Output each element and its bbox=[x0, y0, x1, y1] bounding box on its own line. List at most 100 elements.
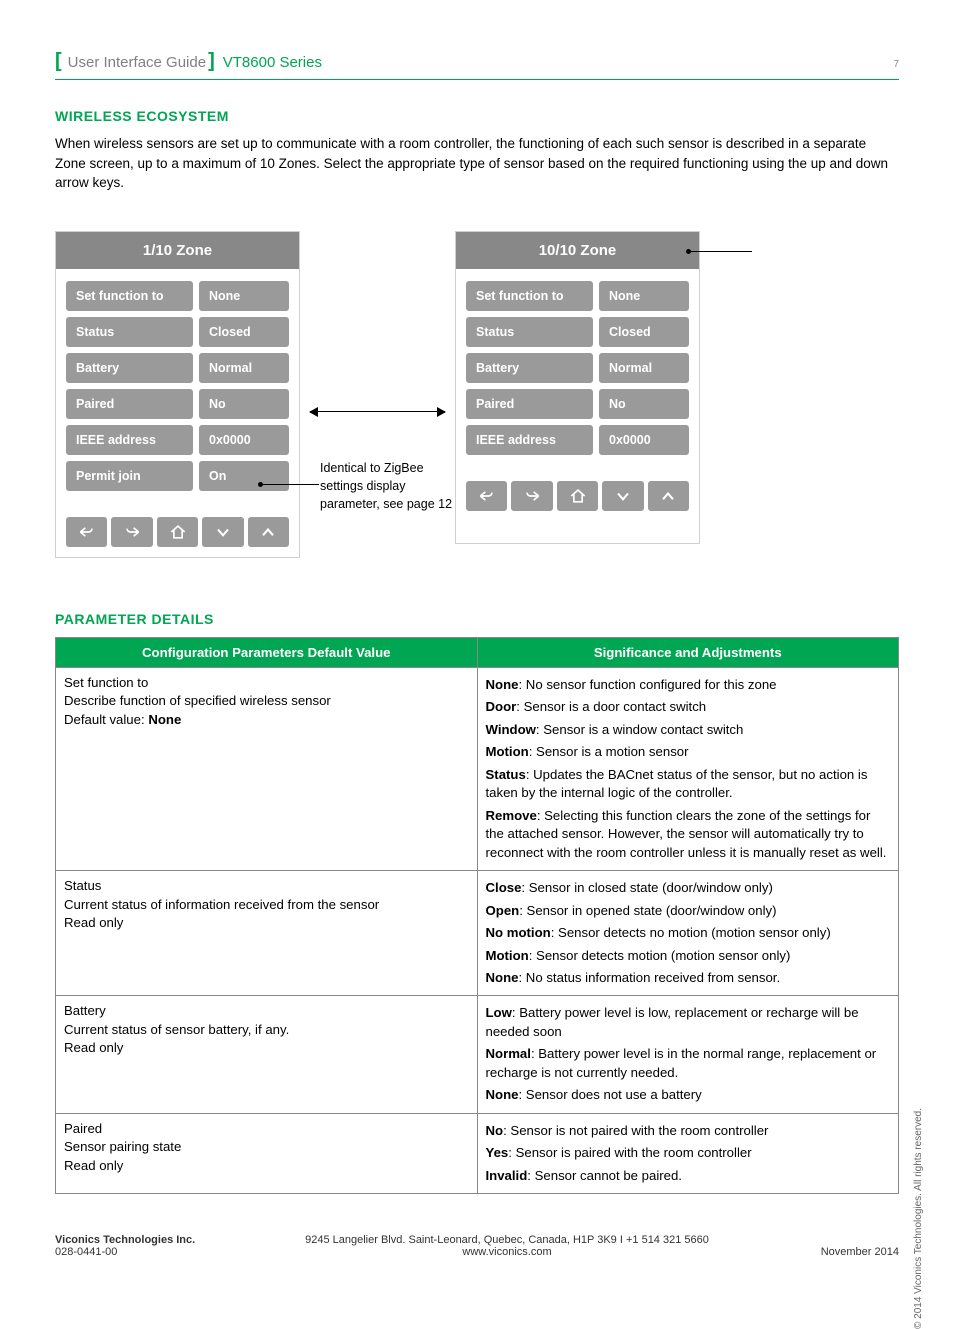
callout-line bbox=[263, 484, 319, 485]
zone-row-label: Status bbox=[466, 317, 593, 347]
param-title: Paired bbox=[64, 1121, 102, 1136]
zone-row-label: Set function to bbox=[466, 281, 593, 311]
zone-row: PairedNo bbox=[66, 389, 289, 419]
opt: Yes bbox=[486, 1145, 509, 1160]
zone-row-label: Set function to bbox=[66, 281, 193, 311]
th-significance: Significance and Adjustments bbox=[477, 637, 899, 667]
opt-desc: : Sensor detects motion (motion sensor o… bbox=[529, 948, 791, 963]
parameter-table: Configuration Parameters Default Value S… bbox=[55, 637, 899, 1195]
zone-row: StatusClosed bbox=[66, 317, 289, 347]
zone-row: Set function toNone bbox=[466, 281, 689, 311]
forward-icon[interactable] bbox=[511, 481, 552, 511]
default-value: None bbox=[148, 712, 181, 727]
opt-desc: : Sensor is a window contact switch bbox=[536, 722, 743, 737]
zone-row: Set function toNone bbox=[66, 281, 289, 311]
opt-desc: : Sensor in closed state (door/window on… bbox=[521, 880, 772, 895]
opt: Door bbox=[486, 699, 517, 714]
zone-row-label: Paired bbox=[466, 389, 593, 419]
zone-1-body: Set function toNoneStatusClosedBatteryNo… bbox=[56, 269, 299, 557]
opt-desc: : Updates the BACnet status of the senso… bbox=[486, 767, 868, 800]
param-status: Status Current status of information rec… bbox=[56, 871, 478, 996]
wireless-intro-paragraph: When wireless sensors are set up to comm… bbox=[55, 134, 899, 193]
copyright-text: © 2014 Viconics Technologies. All rights… bbox=[913, 1108, 924, 1329]
opt: Motion bbox=[486, 948, 529, 963]
opt: Open bbox=[486, 903, 520, 918]
opt: Window bbox=[486, 722, 536, 737]
down-icon[interactable] bbox=[202, 517, 243, 547]
zone-10-nav bbox=[466, 481, 689, 511]
zone-row: StatusClosed bbox=[466, 317, 689, 347]
param-title: Set function to bbox=[64, 675, 148, 690]
default-label: Default value: bbox=[64, 712, 145, 727]
param-battery: Battery Current status of sensor battery… bbox=[56, 996, 478, 1113]
opt-desc: : Sensor is not paired with the room con… bbox=[503, 1123, 768, 1138]
opt-desc: : Sensor in opened state (door/window on… bbox=[519, 903, 776, 918]
footer-docnum: 028-0441-00 bbox=[55, 1246, 117, 1258]
up-icon[interactable] bbox=[648, 481, 689, 511]
zone-row-value: No bbox=[199, 389, 289, 419]
zone-card-10: 10/10 Zone Set function toNoneStatusClos… bbox=[455, 231, 700, 544]
back-icon[interactable] bbox=[66, 517, 107, 547]
page-header: [ User Interface Guide ] VT8600 Series 7 bbox=[55, 50, 899, 80]
sig-paired: No: Sensor is not paired with the room c… bbox=[477, 1113, 899, 1193]
zone-1-title: 1/10 Zone bbox=[56, 232, 299, 269]
zone-cards-row: 1/10 Zone Set function toNoneStatusClose… bbox=[55, 231, 899, 561]
sig-battery: Low: Battery power level is low, replace… bbox=[477, 996, 899, 1113]
right-callout bbox=[700, 231, 762, 271]
doc-series: VT8600 Series bbox=[223, 54, 322, 71]
zone-row-value: None bbox=[599, 281, 689, 311]
zone-row-label: Status bbox=[66, 317, 193, 347]
sig-status: Close: Sensor in closed state (door/wind… bbox=[477, 871, 899, 996]
zone-row-label: Permit join bbox=[66, 461, 193, 491]
opt: None bbox=[486, 970, 519, 985]
table-row: Paired Sensor pairing state Read only No… bbox=[56, 1113, 899, 1193]
opt: Remove bbox=[486, 808, 537, 823]
zone-row: IEEE address0x0000 bbox=[66, 425, 289, 455]
footer-left: Viconics Technologies Inc. 028-0441-00 bbox=[55, 1234, 255, 1258]
opt-desc: : Battery power level is in the normal r… bbox=[486, 1046, 877, 1079]
up-icon[interactable] bbox=[248, 517, 289, 547]
zone-row: IEEE address0x0000 bbox=[466, 425, 689, 455]
zone-row-value: None bbox=[199, 281, 289, 311]
home-icon[interactable] bbox=[557, 481, 598, 511]
param-desc: Current status of information received f… bbox=[64, 897, 379, 912]
opt: Normal bbox=[486, 1046, 531, 1061]
opt: No bbox=[486, 1123, 504, 1138]
opt: None bbox=[486, 677, 519, 692]
zone-row-value: On bbox=[199, 461, 289, 491]
down-icon[interactable] bbox=[602, 481, 643, 511]
opt: Low bbox=[486, 1005, 512, 1020]
param-readonly: Read only bbox=[64, 1158, 123, 1173]
sig-set-function: None: No sensor function configured for … bbox=[477, 667, 899, 870]
opt-desc: : No status information received from se… bbox=[518, 970, 780, 985]
param-readonly: Read only bbox=[64, 915, 123, 930]
opt-desc: : Sensor does not use a battery bbox=[518, 1087, 701, 1102]
forward-icon[interactable] bbox=[111, 517, 152, 547]
zone-row-label: Battery bbox=[66, 353, 193, 383]
param-desc: Current status of sensor battery, if any… bbox=[64, 1022, 289, 1037]
footer-date: November 2014 bbox=[821, 1246, 899, 1258]
param-paired: Paired Sensor pairing state Read only bbox=[56, 1113, 478, 1193]
param-readonly: Read only bbox=[64, 1040, 123, 1055]
back-icon[interactable] bbox=[466, 481, 507, 511]
opt-desc: : Sensor detects no motion (motion senso… bbox=[551, 925, 831, 940]
footer-address: 9245 Langelier Blvd. Saint-Leonard, Queb… bbox=[305, 1234, 709, 1246]
zone-row-value: Normal bbox=[599, 353, 689, 383]
zone-10-body: Set function toNoneStatusClosedBatteryNo… bbox=[456, 269, 699, 543]
zone-1-nav bbox=[66, 517, 289, 547]
zone-row-value: Closed bbox=[199, 317, 289, 347]
zone-row-value: No bbox=[599, 389, 689, 419]
param-desc: Sensor pairing state bbox=[64, 1139, 181, 1154]
footer-right: November 2014 bbox=[759, 1234, 899, 1258]
opt-desc: : Battery power level is low, replacemen… bbox=[486, 1005, 859, 1038]
table-row: Status Current status of information rec… bbox=[56, 871, 899, 996]
doc-title: User Interface Guide bbox=[68, 54, 206, 71]
param-desc: Describe function of specified wireless … bbox=[64, 693, 331, 708]
home-icon[interactable] bbox=[157, 517, 198, 547]
opt-desc: : Sensor is a motion sensor bbox=[529, 744, 689, 759]
opt: Status bbox=[486, 767, 526, 782]
zone-row: BatteryNormal bbox=[66, 353, 289, 383]
opt: Invalid bbox=[486, 1168, 528, 1183]
param-title: Battery bbox=[64, 1003, 106, 1018]
page-number: 7 bbox=[893, 59, 899, 70]
